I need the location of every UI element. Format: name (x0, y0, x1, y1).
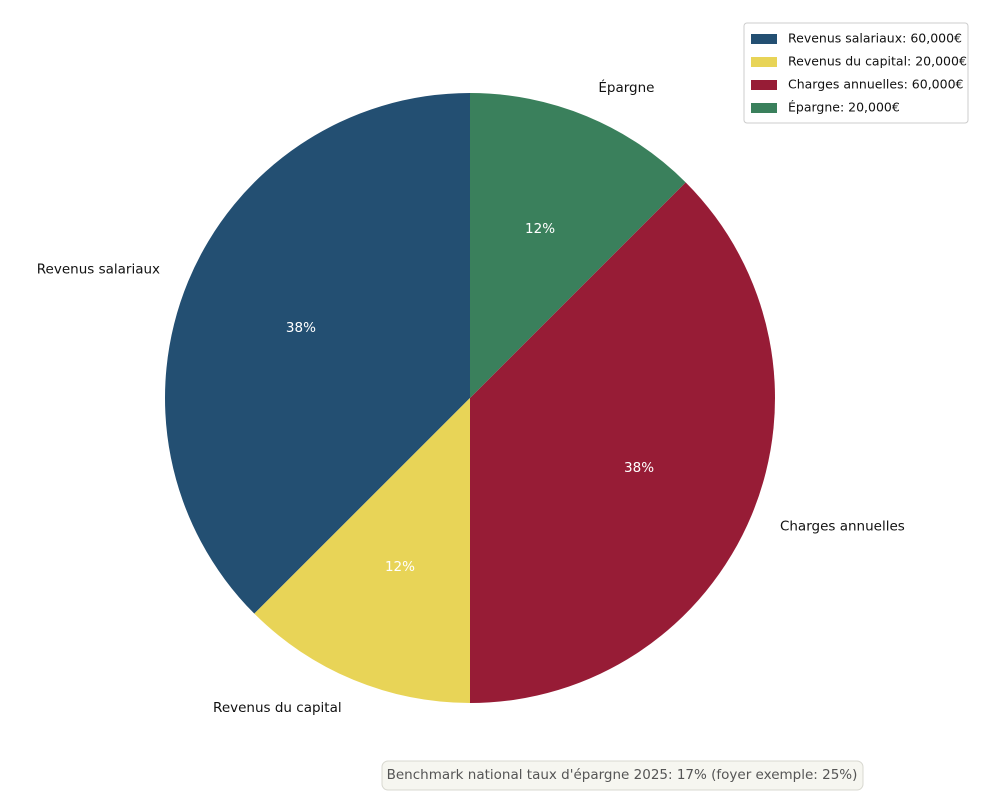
pie-slice (470, 93, 686, 398)
legend: Revenus salariaux: 60,000€ Revenus du cap… (743, 22, 969, 124)
percent-label: 12% (385, 559, 415, 575)
pie: Revenus salariaux 38% Revenus du capital 12… (37, 79, 905, 716)
legend-label: Revenus salariaux: 60,000€ (788, 31, 962, 46)
legend-swatch (751, 80, 777, 90)
legend-swatch (751, 57, 777, 67)
pie-slice (165, 93, 471, 614)
percent-label: 38% (286, 320, 316, 336)
legend-box (743, 22, 969, 124)
slice-label: Revenus du capital (213, 700, 342, 716)
pie-slice (254, 398, 470, 703)
legend-label: Épargne: 20,000€ (788, 100, 900, 115)
slice-label: Revenus salariaux (37, 262, 160, 278)
annotation-box (381, 760, 864, 791)
pie-slice (470, 182, 775, 704)
legend-label: Revenus du capital: 20,000€ (788, 54, 967, 69)
slice-label: Charges annuelles (780, 518, 905, 534)
percent-label: 12% (525, 221, 555, 237)
legend-swatch (751, 34, 777, 44)
annotation: Benchmark national taux d'épargne 2025: … (387, 767, 858, 783)
slice-label: Épargne (598, 79, 654, 96)
legend-swatch (751, 103, 777, 113)
percent-label: 38% (624, 460, 654, 476)
legend-label: Charges annuelles: 60,000€ (788, 77, 964, 92)
